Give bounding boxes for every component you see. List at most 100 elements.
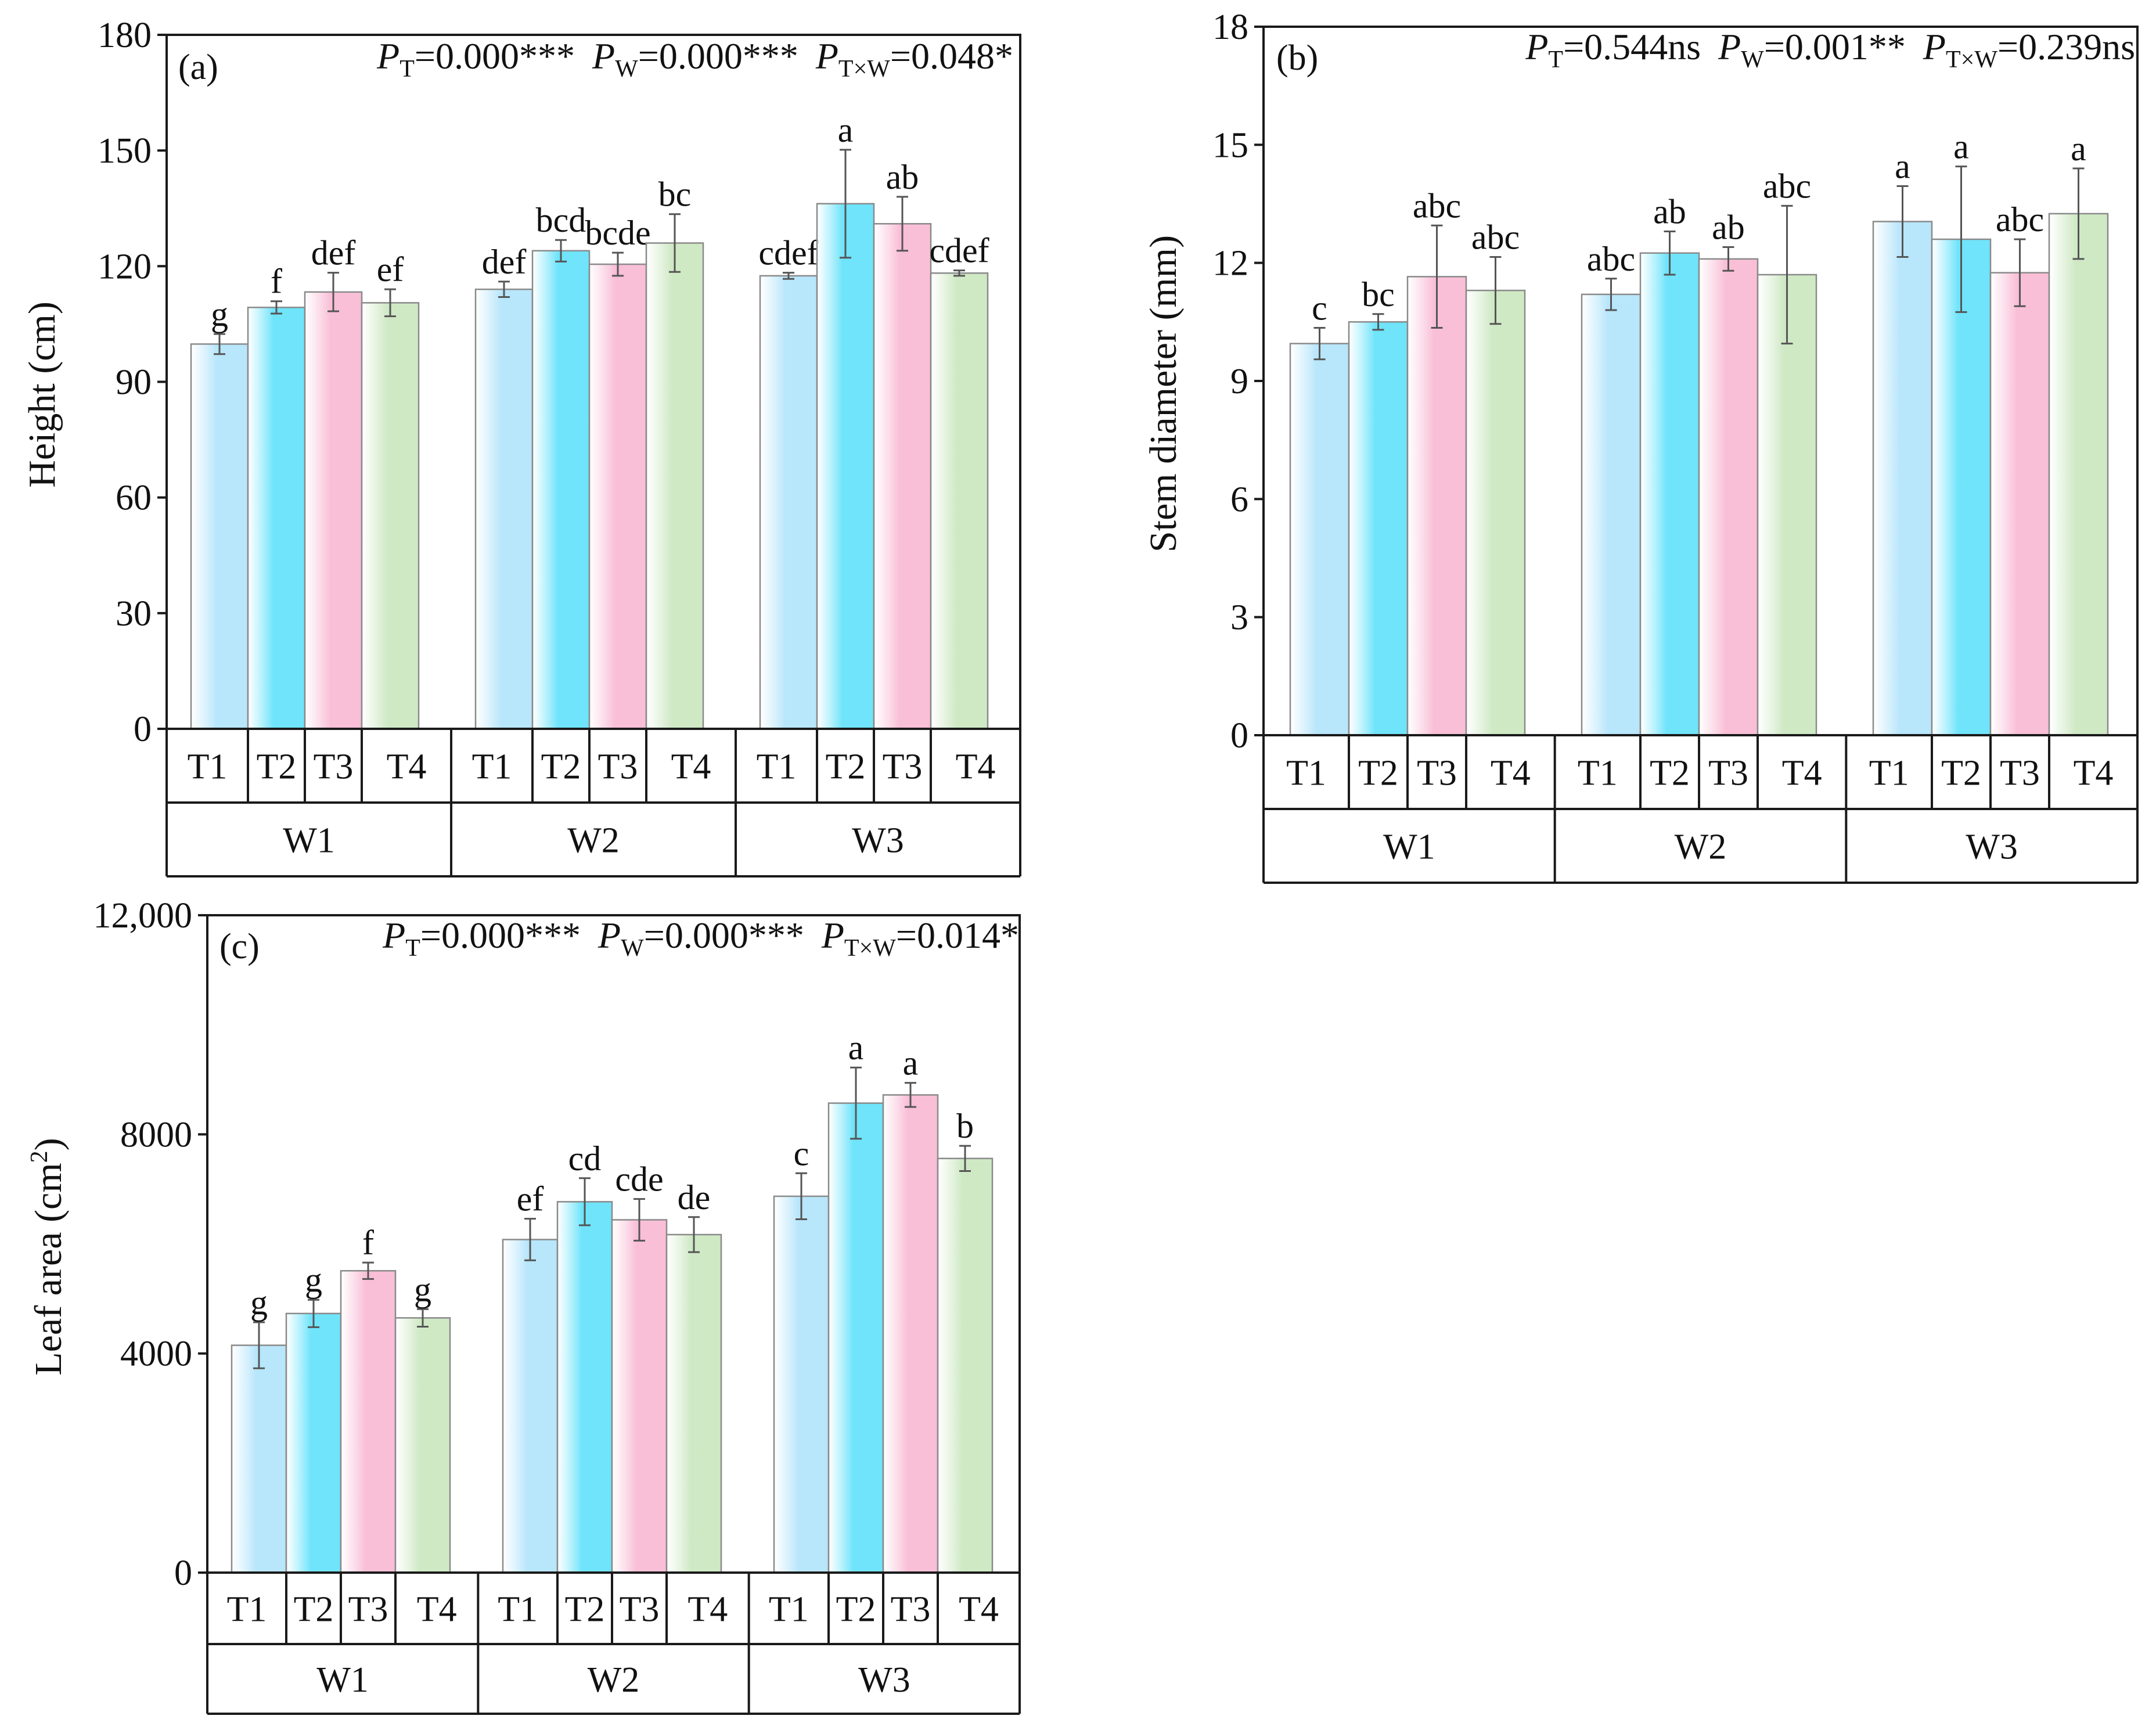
y-tick-label: 12,000	[93, 896, 193, 936]
error-bar	[308, 1299, 319, 1328]
panel-label-a: (a)	[178, 48, 218, 87]
category-label-t2: T2	[294, 1590, 334, 1630]
significance-letter: c	[794, 1134, 809, 1172]
significance-letter: f	[271, 262, 282, 301]
significance-letter: a	[838, 111, 854, 149]
bar-w3-t4	[937, 1157, 994, 1574]
panel-label-b: (b)	[1276, 38, 1318, 78]
error-bar	[362, 1261, 374, 1280]
y-tick-label: 120	[98, 247, 152, 286]
significance-letter: def	[482, 243, 527, 281]
category-label-t3: T3	[891, 1590, 931, 1630]
error-bar	[417, 1308, 429, 1328]
y-tick-label: 0	[174, 1553, 192, 1593]
category-label-t3: T3	[620, 1590, 660, 1630]
bar-w2-t1	[1581, 293, 1642, 736]
error-bar	[688, 1216, 700, 1253]
bar-w3-t1	[759, 275, 818, 730]
error-bar	[850, 1066, 862, 1140]
bar-w1-t1	[190, 343, 249, 730]
error-bar	[959, 1145, 971, 1172]
y-axis-label-a: Height (cm)	[21, 301, 63, 488]
significance-letter: ef	[377, 250, 404, 289]
bar-w1-t1	[1289, 343, 1350, 736]
bar-w1-t4	[361, 302, 420, 730]
bar-w3-t3	[873, 223, 932, 730]
error-bar	[2072, 167, 2085, 260]
category-label-t4: T4	[1782, 754, 1822, 793]
significance-letter: bc	[658, 175, 692, 214]
y-tick-label: 0	[1230, 716, 1248, 756]
y-axis-label-b: Stem diameter (mm)	[1142, 235, 1185, 552]
significance-letter: abc	[1587, 240, 1635, 278]
bar-w2-t3	[1698, 258, 1759, 736]
category-label-t2: T2	[1358, 754, 1398, 793]
significance-letter: abc	[1413, 186, 1461, 225]
bar-w2-t1	[474, 288, 534, 730]
error-bar	[1781, 204, 1793, 345]
category-label-t4: T4	[387, 747, 427, 787]
y-tick-label: 30	[116, 594, 152, 634]
bar-w1-t3	[340, 1269, 397, 1574]
bar-w3-t3	[1989, 272, 2050, 736]
error-bar	[1722, 246, 1734, 272]
category-label-t2: T2	[257, 747, 297, 787]
category-label-t4: T4	[688, 1590, 728, 1630]
error-bar	[498, 280, 510, 298]
error-bar	[1372, 313, 1384, 331]
y-tick-label: 18	[1212, 8, 1248, 47]
category-label-t1: T1	[498, 1590, 538, 1630]
bar-w3-t4	[930, 272, 989, 730]
significance-letter: g	[305, 1261, 322, 1299]
category-label-t4: T4	[1491, 754, 1531, 793]
category-label-t4: T4	[417, 1590, 457, 1630]
error-bar	[783, 272, 794, 280]
significance-letter: a	[1953, 128, 1969, 166]
y-tick-label: 8000	[120, 1115, 192, 1154]
bar-w3-t1	[773, 1195, 830, 1574]
significance-letter: ab	[886, 158, 919, 196]
significance-letter: c	[1312, 289, 1327, 328]
y-tick-label: 15	[1212, 125, 1248, 165]
error-bar	[327, 272, 339, 312]
y-tick-label: 180	[98, 16, 152, 55]
p-stats-c: PT=0.000*** PW=0.000*** PT×W=0.014*	[382, 915, 1019, 962]
bar-w2-t2	[531, 250, 591, 730]
y-tick-label: 6	[1230, 480, 1248, 519]
bar-w2-t3	[611, 1219, 668, 1574]
category-label-t2: T2	[1650, 754, 1690, 793]
y-tick-label: 0	[134, 710, 152, 749]
y-tick-label: 12	[1212, 244, 1248, 283]
significance-letter: abc	[1471, 218, 1520, 257]
category-table: W1 T1 T2 T3 T4 W2 T1 T2 T3 T4 W3 T1 T2 T3 T4	[1262, 735, 2139, 884]
error-bar	[2014, 238, 2026, 307]
error-bar	[612, 251, 624, 277]
chart-panel-b: (b) Stem diameter (mm) PT=0.544ns PW=0.0…	[1142, 8, 2139, 884]
bar-w3-t4	[2048, 213, 2109, 736]
bar-w3-t1	[1872, 221, 1933, 736]
category-table: W1 T1 T2 T3 T4 W2 T1 T2 T3 T4 W3 T1 T2 T3 T4	[165, 729, 1021, 877]
p-stats-a: PT=0.000*** PW=0.000*** PT×W=0.048*	[376, 35, 1013, 82]
y-tick-label: 60	[116, 479, 152, 518]
significance-letter: cdef	[929, 232, 989, 270]
group-label-w2: W2	[1675, 828, 1727, 867]
error-bar	[897, 196, 908, 252]
category-label-t1: T1	[188, 747, 228, 787]
y-tick-label: 150	[98, 131, 152, 171]
category-label-t3: T3	[2000, 754, 2040, 793]
significance-letter: a	[2071, 130, 2086, 168]
bar-w1-t3	[1406, 276, 1467, 736]
category-label-t1: T1	[769, 1590, 809, 1630]
significance-letter: abc	[1763, 167, 1811, 205]
y-tick-label: 90	[116, 363, 152, 402]
bar-w2-t1	[502, 1239, 559, 1574]
significance-letter: abc	[1996, 200, 2044, 239]
significance-letter: cde	[615, 1160, 663, 1199]
bar-w2-t2	[1639, 252, 1700, 736]
category-label-t3: T3	[883, 747, 923, 787]
category-label-t4: T4	[959, 1590, 999, 1630]
significance-letter: bcd	[536, 201, 586, 239]
category-label-t2: T2	[826, 747, 866, 787]
significance-letter: cdef	[758, 234, 818, 272]
category-label-t1: T1	[1578, 754, 1618, 793]
